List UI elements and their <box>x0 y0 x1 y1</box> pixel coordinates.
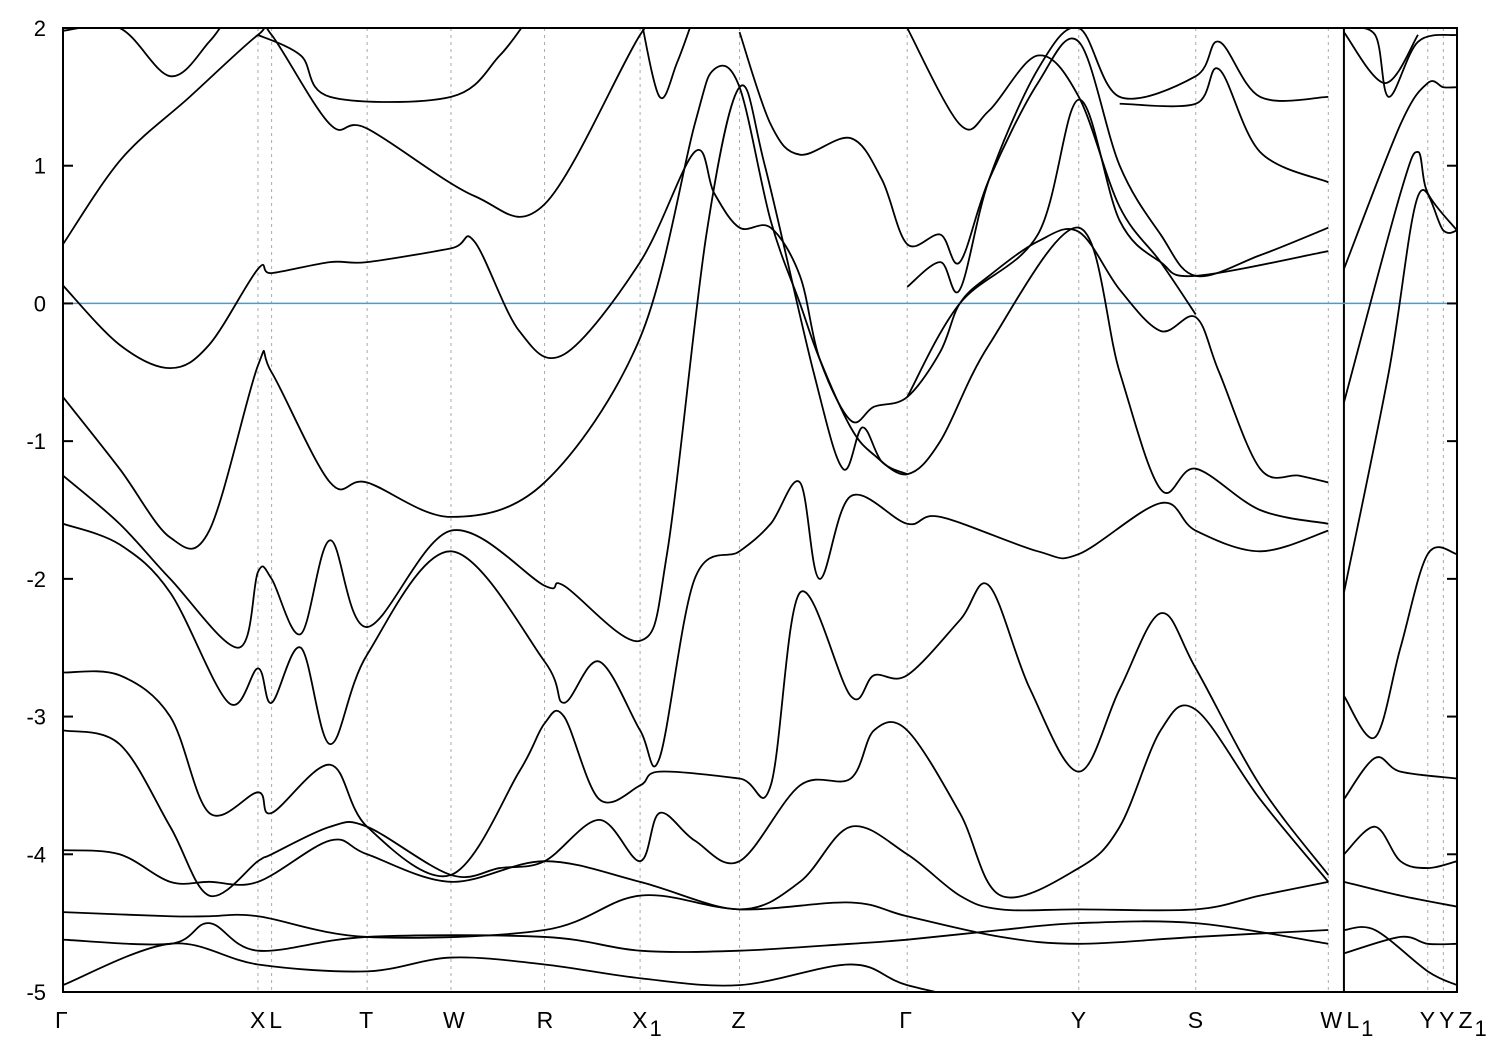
band-line-21 <box>1343 151 1457 403</box>
y-tick-label: 2 <box>34 16 46 41</box>
kpoint-label: W <box>1320 1007 1342 1033</box>
band-line-28 <box>1343 926 1457 986</box>
band-line-26 <box>1343 880 1457 908</box>
kpoint-label: T <box>359 1007 373 1033</box>
bands <box>63 28 1457 992</box>
y-tick-label: -3 <box>26 705 46 730</box>
band-line-4 <box>63 64 1329 550</box>
kpoint-label-text: X <box>250 1007 265 1033</box>
band-line-1 <box>63 28 646 245</box>
y-tick-label: -1 <box>26 429 46 454</box>
band-line-30 <box>1343 31 1419 84</box>
band-line-3 <box>63 149 1329 484</box>
kpoint-label-text: Y <box>1071 1007 1086 1033</box>
y-tick-label: -2 <box>26 567 46 592</box>
kpoint-label: Z <box>732 1007 746 1033</box>
kpoint-label-subscript: 1 <box>649 1016 661 1041</box>
band-line-23 <box>1343 546 1457 740</box>
kpoint-label-text: Γ <box>55 1007 68 1033</box>
x-axis: Γ X L T W R X1 Z Γ Y S W L1 Y Y Z1 <box>55 1007 1487 1041</box>
kpoint-label-text: L <box>269 1007 282 1033</box>
kpoint-label-text: S <box>1188 1007 1203 1033</box>
kpoint-label-subscript: 1 <box>1361 1016 1373 1041</box>
band-line-27 <box>1343 935 1457 955</box>
band-line-10 <box>63 894 1329 945</box>
kpoint-label: S <box>1188 1007 1203 1033</box>
kpoint-label: X <box>250 1007 265 1033</box>
band-line-17 <box>1119 67 1329 184</box>
y-tick-label: -4 <box>26 842 46 867</box>
band-line-22 <box>1343 189 1457 593</box>
band-line-2 <box>63 28 222 78</box>
kpoint-label-text: X <box>632 1007 647 1033</box>
band-line-15 <box>906 28 1197 315</box>
kpoint-label: W <box>443 1007 465 1033</box>
kpoint-label-text: T <box>359 1007 373 1033</box>
band-line-14 <box>906 28 1329 294</box>
kpoint-label: Γ <box>899 1007 912 1033</box>
kpoint-label: Y <box>1439 1007 1454 1033</box>
band-line-16 <box>906 98 1329 398</box>
band-line-29 <box>1343 28 1457 98</box>
kpoint-label: Γ <box>55 1007 68 1033</box>
band-line-18 <box>257 28 523 103</box>
band-line-19 <box>641 28 691 100</box>
kpoint-label-text: Γ <box>899 1007 912 1033</box>
kpoint-label: Y <box>1071 1007 1086 1033</box>
kpoint-label-text: Y <box>1439 1007 1454 1033</box>
y-tick-label: 1 <box>34 154 46 179</box>
y-tick-label: -5 <box>26 980 46 1005</box>
kpoint-label-text: W <box>443 1007 465 1033</box>
kpoint-label-text: W <box>1320 1007 1342 1033</box>
band-line-25 <box>1343 825 1457 869</box>
band-line-12 <box>63 942 940 992</box>
plot-frame <box>62 27 1458 993</box>
kpoint-label: L1 <box>1346 1007 1373 1041</box>
kpoint-label: Z1 <box>1458 1007 1486 1041</box>
band-line-20 <box>1343 80 1457 270</box>
kpoint-gridlines <box>257 28 1444 992</box>
y-axis: 2 1 0 -1 -2 -3 -4 -5 <box>26 16 1457 1005</box>
kpoint-label: X1 <box>632 1007 662 1041</box>
band-line-5 <box>63 84 908 649</box>
kpoint-label-text: R <box>537 1007 554 1033</box>
band-line-24 <box>1343 756 1457 800</box>
band-line-6 <box>63 480 1329 768</box>
kpoint-label: R <box>537 1007 554 1033</box>
kpoint-label-text: Y <box>1420 1007 1435 1033</box>
kpoint-label-text: L <box>1346 1007 1359 1033</box>
y-tick-label: 0 <box>34 291 46 316</box>
kpoint-label-text: Z <box>732 1007 746 1033</box>
band-line-9 <box>63 825 1329 912</box>
band-line-11 <box>63 920 1329 953</box>
band-line-7 <box>63 582 1330 878</box>
kpoint-label: Y <box>1420 1007 1435 1033</box>
band-line-8 <box>63 704 1330 899</box>
kpoint-label-subscript: 1 <box>1475 1016 1487 1041</box>
kpoint-label-text: Z <box>1458 1007 1472 1033</box>
kpoint-label: L <box>269 1007 282 1033</box>
